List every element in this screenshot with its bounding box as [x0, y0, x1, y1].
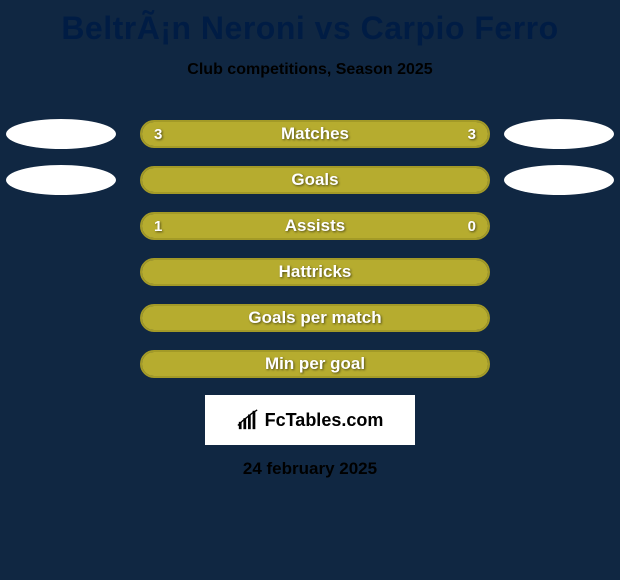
stat-row: Hattricks	[0, 257, 620, 287]
player-badge-left	[6, 165, 116, 195]
stat-bar: Min per goal	[140, 350, 490, 378]
page-title: BeltrÃ¡n Neroni vs Carpio Ferro	[0, 0, 620, 47]
stat-row: Min per goal	[0, 349, 620, 379]
bar-left-fill	[142, 214, 402, 238]
stat-bar: 33Matches	[140, 120, 490, 148]
brand-label: FcTables.com	[265, 410, 384, 431]
bar-left-fill	[142, 168, 488, 192]
player-badge-left	[6, 119, 116, 149]
bar-left-fill	[142, 122, 488, 146]
stat-row: 33Matches	[0, 119, 620, 149]
bar-left-fill	[142, 352, 488, 376]
stat-bar: Goals per match	[140, 304, 490, 332]
stat-bar: Hattricks	[140, 258, 490, 286]
brand-chart-icon	[237, 409, 259, 431]
bar-left-fill	[142, 306, 488, 330]
player-badge-right	[504, 119, 614, 149]
bar-right-fill	[402, 214, 489, 238]
subtitle: Club competitions, Season 2025	[0, 61, 620, 79]
stat-row: Goals	[0, 165, 620, 195]
stat-bar: 10Assists	[140, 212, 490, 240]
stat-bar: Goals	[140, 166, 490, 194]
stats-container: 33Matches Goals 10Assists Hattricks Goals pe…	[0, 119, 620, 379]
comparison-card: BeltrÃ¡n Neroni vs Carpio Ferro Club com…	[0, 0, 620, 580]
player-badge-right	[504, 165, 614, 195]
bar-left-fill	[142, 260, 488, 284]
date-label: 24 february 2025	[0, 459, 620, 479]
brand-box[interactable]: FcTables.com	[205, 395, 415, 445]
stat-row: Goals per match	[0, 303, 620, 333]
stat-row: 10Assists	[0, 211, 620, 241]
